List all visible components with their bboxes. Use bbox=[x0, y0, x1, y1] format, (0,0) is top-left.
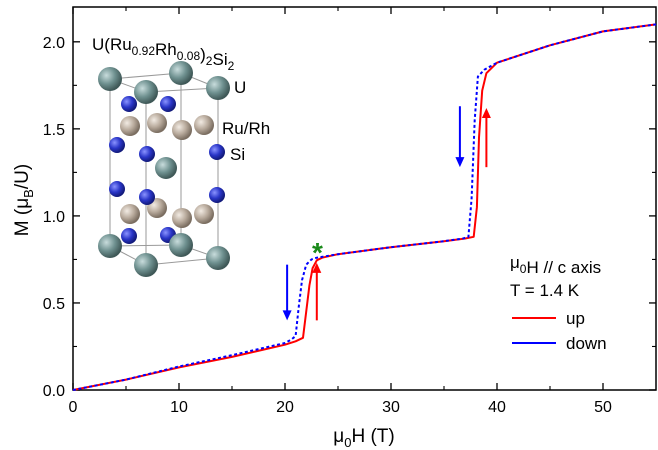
ru-rh-atom bbox=[147, 113, 167, 133]
ru-rh-atom bbox=[172, 120, 192, 140]
compound-formula: U(Ru0.92Rh0.08)2Si2 bbox=[92, 35, 235, 73]
y-axis-ticks: 0.0 0.5 1.0 1.5 2.0 bbox=[43, 35, 656, 400]
arrow-down-0 bbox=[282, 264, 292, 321]
y-tick-label: 1.5 bbox=[43, 122, 65, 139]
x-tick-label: 0 bbox=[69, 399, 78, 416]
si-atom bbox=[139, 146, 155, 162]
si-atom bbox=[160, 96, 176, 112]
si-atom bbox=[109, 181, 125, 197]
ru-rh-atom bbox=[120, 116, 140, 136]
field-direction-label: μ0H // c axis bbox=[510, 253, 601, 277]
legend-label-up: up bbox=[566, 309, 585, 328]
si-atom bbox=[109, 137, 125, 153]
u-atom bbox=[206, 76, 230, 100]
si-atom bbox=[121, 96, 137, 112]
arrow-layer bbox=[282, 106, 491, 321]
x-tick-label: 30 bbox=[382, 399, 400, 416]
x-tick-label: 50 bbox=[594, 399, 612, 416]
y-tick-label: 0.5 bbox=[43, 296, 65, 313]
star-annotation: * bbox=[312, 237, 323, 268]
arrow-up-3 bbox=[481, 107, 491, 168]
arrow-down-2 bbox=[455, 106, 465, 168]
atom-label-si: Si bbox=[230, 145, 245, 164]
u-atom bbox=[134, 253, 158, 277]
si-atom bbox=[209, 144, 225, 160]
arrow-up-1 bbox=[312, 262, 322, 321]
x-tick-label: 20 bbox=[276, 399, 294, 416]
y-tick-label: 1.0 bbox=[43, 209, 65, 226]
temperature-label: T = 1.4 K bbox=[510, 281, 580, 300]
u-atom bbox=[155, 157, 177, 179]
crystal-structure-inset: U Ru/Rh Si bbox=[98, 61, 270, 277]
x-axis-title: μ0H (T) bbox=[333, 426, 394, 450]
ru-rh-atom bbox=[172, 208, 192, 228]
u-atom bbox=[98, 234, 122, 258]
y-axis-title: M (μB/U) bbox=[12, 164, 36, 236]
series-line-down bbox=[72, 23, 657, 391]
u-atom bbox=[169, 61, 193, 85]
ru-rh-atom bbox=[194, 204, 214, 224]
si-atom bbox=[209, 187, 225, 203]
atom-label-u: U bbox=[234, 78, 246, 97]
u-atom bbox=[169, 233, 193, 257]
si-atom bbox=[121, 228, 137, 244]
series-layer bbox=[72, 23, 657, 391]
u-atom bbox=[98, 67, 122, 91]
atoms bbox=[98, 61, 230, 277]
legend: up down bbox=[512, 309, 607, 353]
y-tick-label: 2.0 bbox=[43, 35, 65, 52]
si-atom bbox=[139, 189, 155, 205]
u-atom bbox=[134, 80, 158, 104]
ru-rh-atom bbox=[194, 115, 214, 135]
x-axis-ticks: 0 10 20 30 40 50 bbox=[69, 7, 612, 416]
plot-frame bbox=[72, 6, 657, 391]
legend-label-down: down bbox=[566, 334, 607, 353]
x-tick-label: 10 bbox=[170, 399, 188, 416]
ru-rh-atom bbox=[120, 204, 140, 224]
atom-label-ru-rh: Ru/Rh bbox=[222, 119, 270, 138]
x-tick-label: 40 bbox=[488, 399, 506, 416]
y-tick-label: 0.0 bbox=[43, 383, 65, 400]
u-atom bbox=[206, 246, 230, 270]
